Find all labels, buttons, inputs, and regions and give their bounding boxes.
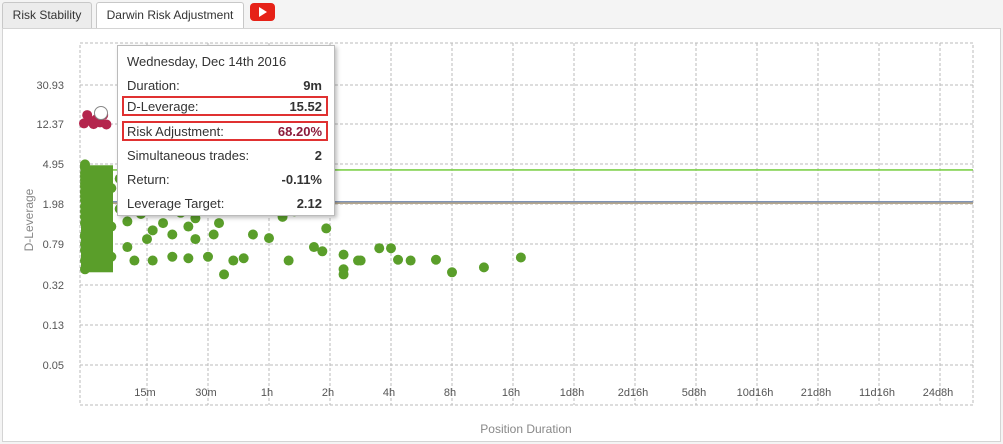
tooltip-row-value: 68.20% [277,124,322,139]
tooltip-row-label: Duration: [127,78,180,93]
y-tick-label: 0.05 [43,360,64,372]
point-tooltip: Wednesday, Dec 14th 2016 Duration: 9m D-Le… [117,45,335,216]
y-tick-label: 12.37 [36,119,64,131]
tooltip-row-value: 9m [303,78,322,93]
data-point [478,262,489,273]
youtube-play-icon[interactable] [250,3,275,21]
data-point [308,242,319,253]
tooltip-date: Wednesday, Dec 14th 2016 [127,54,287,69]
play-triangle-icon [259,7,267,17]
data-point [214,218,225,229]
y-tick-label: 0.32 [43,280,64,292]
tooltip-row-label: Return: [127,172,170,187]
x-tick-label: 16h [502,387,520,399]
data-point-cluster [81,165,113,273]
tab-bar: Risk Stability Darwin Risk Adjustment [0,0,1003,29]
tooltip-row-value: 15.52 [289,99,322,114]
data-point [219,269,230,280]
tooltip-row: Return: -0.11% [122,170,328,190]
highlight-point [101,119,112,130]
tooltip-row: Simultaneous trades: 2 [122,146,328,166]
x-tick-label: 11d16h [859,387,895,399]
data-point [190,234,201,245]
data-point [203,251,213,262]
x-tick-label: 4h [383,387,395,399]
data-point [386,243,396,254]
data-point [147,225,158,236]
data-point [321,223,332,234]
x-tick-label: 5d8h [682,387,706,399]
tooltip-row-value: 2 [314,148,322,163]
data-point [338,249,349,260]
tooltip-row: Risk Adjustment: 68.20% [122,121,328,141]
tab-risk-stability[interactable]: Risk Stability [2,2,92,28]
data-point [338,269,349,280]
data-point [167,229,178,240]
tooltip-row: D-Leverage: 15.52 [122,96,328,116]
data-point [355,255,366,266]
tooltip-row-label: Risk Adjustment: [127,124,224,139]
hover-marker [94,106,108,120]
tooltip-row: Leverage Target: 2.12 [122,194,328,214]
x-tick-label: 30m [195,387,216,399]
data-point [183,221,194,232]
data-point [122,216,133,227]
data-point [142,234,152,245]
x-axis-title: Position Duration [480,422,571,436]
data-point [122,242,133,253]
data-point [129,255,140,266]
data-point [208,229,219,240]
data-point [158,218,169,229]
data-point [167,251,178,262]
tooltip-row-label: Leverage Target: [127,196,225,211]
tooltip-row-value: 2.12 [296,196,322,211]
x-tick-label: 15m [134,387,155,399]
y-tick-label: 0.79 [43,239,64,251]
data-point [283,255,294,266]
data-point [374,243,385,254]
plot-area [79,42,974,406]
data-point [317,246,328,257]
data-point [515,252,526,263]
x-tick-label: 2d16h [618,387,649,399]
data-point [228,255,239,266]
data-point [147,255,158,266]
data-point [430,254,441,265]
y-tick-label: 30.93 [36,80,64,92]
tab-darwin-risk-adjustment[interactable]: Darwin Risk Adjustment [96,2,244,29]
x-tick-label: 21d8h [801,387,832,399]
data-point [447,267,457,278]
data-point [405,255,416,266]
x-tick-label: 1d8h [560,387,584,399]
y-axis-title: D-Leverage [22,188,36,251]
tooltip-row: Duration: 9m [122,76,328,96]
x-tick-label: 2h [322,387,334,399]
y-tick-label: 0.13 [43,320,64,332]
x-tick-label: 1h [261,387,273,399]
x-tick-label: 8h [444,387,456,399]
data-point [183,253,194,264]
data-point [264,233,274,244]
x-tick-label: 10d16h [737,387,774,399]
data-point [393,254,404,265]
data-point [238,253,249,264]
x-tick-label: 24d8h [923,387,954,399]
tooltip-row-value: -0.11% [281,172,322,187]
y-tick-label: 1.98 [43,199,64,211]
data-point [247,229,258,240]
tooltip-row-label: D-Leverage: [127,99,199,114]
tooltip-row-label: Simultaneous trades: [127,148,250,163]
y-tick-label: 4.95 [43,159,64,171]
